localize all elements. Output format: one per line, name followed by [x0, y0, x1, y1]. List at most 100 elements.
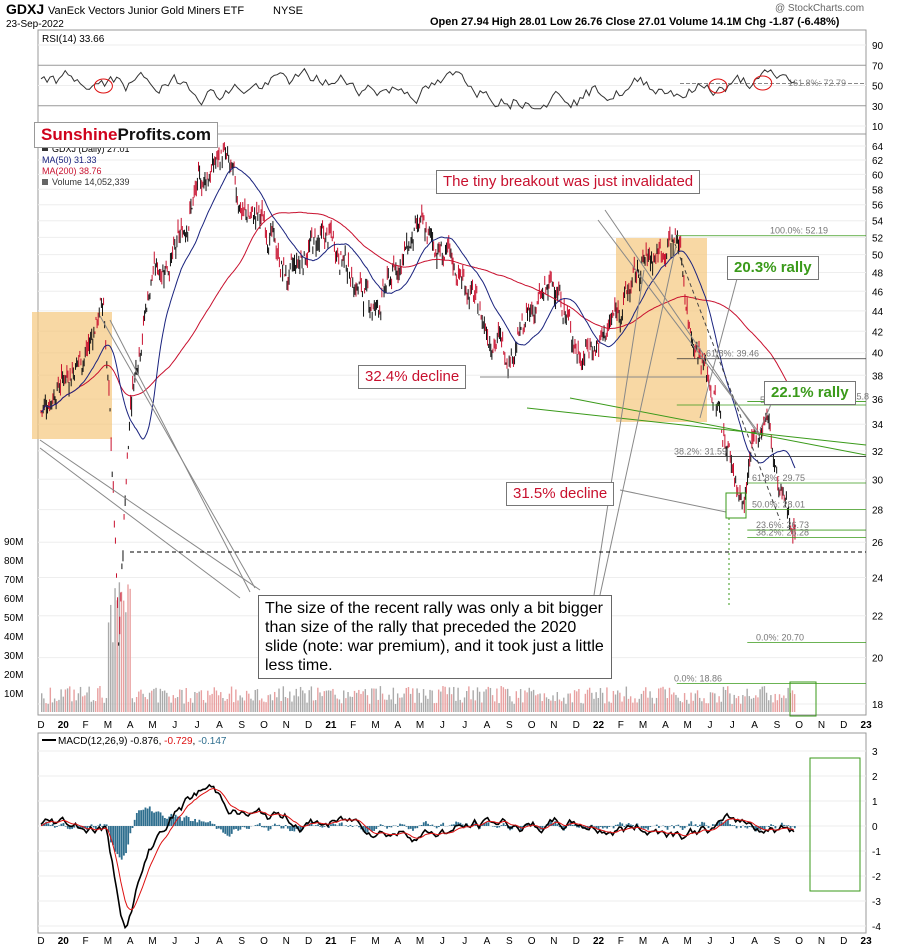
volume-bar — [224, 700, 226, 712]
volume-bar — [375, 688, 377, 712]
main-note: The size of the recent rally was only a … — [258, 595, 612, 679]
macd-hist-bar — [347, 826, 350, 827]
volume-bar — [79, 686, 82, 712]
volume-bar — [215, 690, 218, 712]
volume-bar — [384, 699, 386, 712]
macd-hist-bar — [595, 826, 598, 828]
volume-bar — [435, 702, 438, 712]
fib-label: 38.2%: 26.28 — [756, 528, 809, 538]
volume-bar — [455, 700, 457, 712]
volume-bar — [276, 697, 278, 712]
volume-bar — [711, 692, 714, 712]
x-tick-label: D — [305, 720, 312, 731]
volume-bar — [601, 692, 604, 712]
volume-bar — [427, 698, 429, 712]
volume-bar — [304, 693, 306, 712]
volume-bar — [735, 698, 738, 712]
macd-hist-bar — [675, 825, 678, 826]
volume-tick-label: 10M — [4, 689, 23, 700]
volume-bar — [343, 690, 345, 712]
volume-bar — [787, 687, 789, 712]
macd-hist-bar — [597, 826, 600, 830]
volume-bar — [668, 687, 671, 712]
x-tick-label: S — [774, 720, 781, 731]
volume-bar — [623, 696, 625, 712]
volume-bar — [558, 699, 561, 712]
volume-bar — [459, 699, 461, 712]
macd-hist-bar — [185, 815, 188, 826]
volume-bar — [166, 692, 168, 712]
macd-hist-bar — [170, 813, 173, 826]
volume-bar — [321, 696, 323, 712]
volume-bar — [269, 694, 272, 712]
volume-bar — [739, 703, 742, 712]
macd-hist-bar — [429, 825, 432, 826]
x-tick-label: M — [104, 720, 112, 731]
volume-bar — [209, 695, 211, 712]
volume-bar — [554, 701, 556, 712]
price-candles — [40, 142, 796, 646]
volume-bar — [778, 694, 781, 712]
volume-bar — [746, 688, 748, 712]
volume-bar — [248, 693, 250, 712]
volume-bar — [431, 690, 433, 712]
macd-hist-bar — [174, 814, 177, 826]
macd-hist-bar — [153, 812, 155, 826]
volume-bar — [414, 702, 416, 712]
volume-bar — [278, 688, 280, 712]
chart-date: 23-Sep-2022 — [6, 19, 64, 30]
volume-bar — [133, 702, 136, 712]
volume-bar — [293, 695, 295, 712]
volume-bar — [478, 691, 481, 712]
volume-bar — [211, 693, 213, 712]
volume-bar — [522, 702, 524, 712]
price-tick-label: 56 — [872, 201, 884, 212]
volume-bar — [791, 690, 794, 712]
volume-bar — [442, 686, 444, 712]
x-tick-label: O — [528, 720, 536, 731]
volume-bar — [690, 692, 692, 712]
macd-hist-bar — [405, 826, 408, 827]
price-tick-label: 44 — [872, 307, 884, 318]
trend-line — [599, 245, 677, 596]
rsi-axis: 90 70 50 30 10 — [872, 41, 884, 133]
macd-hist-bar — [58, 825, 61, 826]
volume-bar — [429, 689, 431, 712]
volume-bar — [698, 697, 701, 712]
volume-bar — [60, 689, 62, 712]
macd-hist-bar — [681, 826, 684, 830]
macd-hist-bar — [282, 826, 285, 829]
volume-bar — [696, 690, 699, 712]
logo-part-2: Profits.com — [117, 125, 212, 144]
volume-bar — [666, 698, 669, 712]
volume-bar — [737, 696, 740, 712]
macd-hist-bar — [435, 826, 438, 829]
volume-bar — [390, 699, 392, 712]
volume-bar — [105, 698, 108, 712]
volume-bar — [541, 701, 543, 712]
volume-bar — [591, 692, 593, 712]
macd-hist-bar — [733, 825, 736, 826]
volume-bar — [502, 687, 505, 712]
macd-hist-bar — [220, 826, 222, 830]
fib-label: 0.0%: 18.86 — [674, 673, 722, 683]
macd-hist-bar — [101, 826, 104, 827]
volume-bar — [491, 695, 494, 712]
volume-bar — [273, 691, 276, 712]
macd-hist-bar — [47, 823, 50, 826]
macd-hist-bar — [649, 826, 652, 827]
volume-bar — [675, 694, 677, 712]
volume-bar — [64, 689, 67, 712]
volume-bar — [763, 686, 766, 712]
macd-hist-bar — [211, 823, 214, 826]
macd-hist-bar — [789, 826, 792, 829]
volume-bar — [416, 688, 418, 712]
volume-bar — [56, 701, 58, 712]
macd-hist-bar — [619, 822, 621, 826]
volume-bar — [399, 697, 401, 712]
macd-hist-bar — [409, 826, 412, 829]
macd-hist-bar — [373, 826, 376, 831]
x-tick-label: N — [283, 720, 290, 731]
macd-hist-bar — [286, 826, 289, 829]
volume-bar — [118, 582, 121, 712]
